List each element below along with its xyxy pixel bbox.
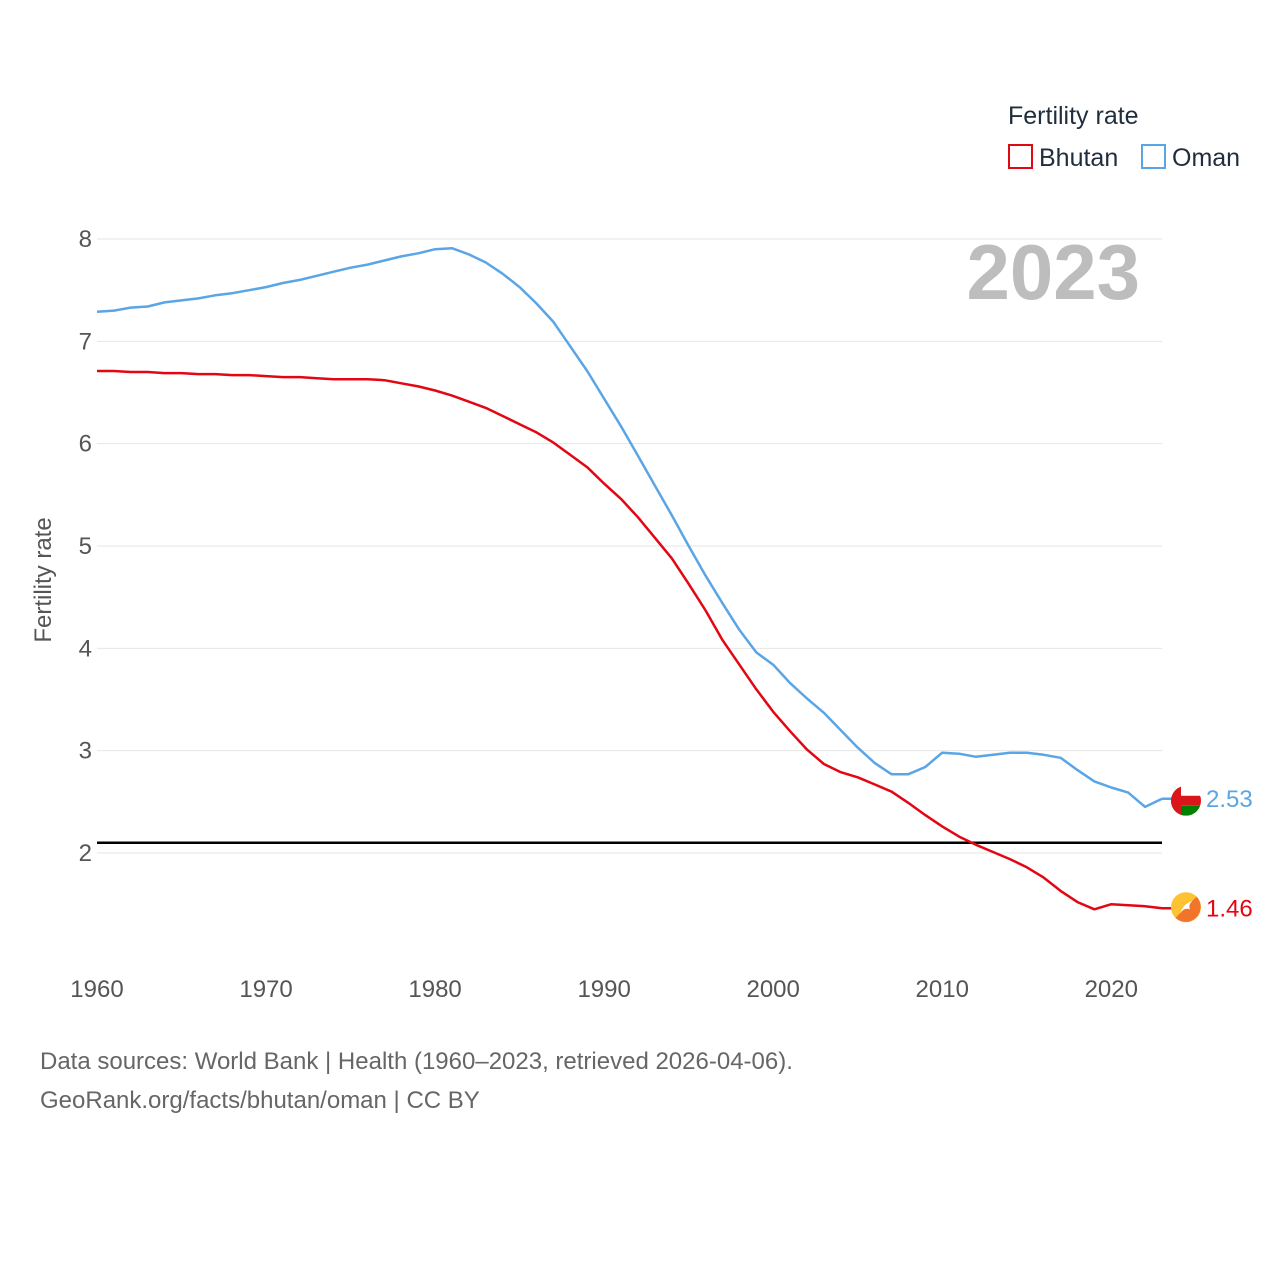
legend: Fertility rate Bhutan Oman [1008, 102, 1240, 172]
year-label: 2023 [966, 228, 1140, 316]
end-value-label-bhutan: 1.46 [1206, 895, 1253, 922]
bhutan-flag-icon [1171, 892, 1201, 923]
y-tick-label: 6 [79, 431, 92, 458]
oman-flag-body [1171, 785, 1201, 816]
data-source-text: Data sources: World Bank | Health (1960–… [40, 1048, 793, 1075]
series-lines [96, 246, 1163, 911]
y-tick-label: 2 [79, 840, 92, 867]
bhutan-flag-dragon [1180, 901, 1192, 914]
x-tick-label: 1970 [239, 976, 292, 1003]
legend-swatch-bhutan[interactable] [1008, 144, 1033, 169]
series-line-bhutan [97, 369, 1163, 911]
x-tick-label: 1990 [577, 976, 630, 1003]
oman-flag-white [1171, 785, 1201, 796]
oman-flag-green [1171, 805, 1201, 816]
x-tick-label: 1960 [70, 976, 123, 1003]
y-axis-ticks: 2 3 4 5 6 7 8 [79, 226, 92, 867]
credit-text: GeoRank.org/facts/bhutan/oman | CC BY [40, 1087, 480, 1114]
grid-lines [97, 238, 1162, 854]
end-markers: 1.46 2.53 [1162, 785, 1253, 923]
oman-flag-hoist [1171, 785, 1181, 816]
y-tick-label: 7 [79, 328, 92, 355]
end-value-label-oman: 2.53 [1206, 786, 1253, 813]
x-tick-label: 2000 [746, 976, 799, 1003]
legend-title: Fertility rate [1008, 102, 1139, 130]
x-tick-label: 2010 [916, 976, 969, 1003]
series-line-oman [96, 246, 1163, 809]
bhutan-flag-orange [1175, 896, 1201, 922]
legend-label-bhutan[interactable]: Bhutan [1039, 144, 1118, 172]
x-tick-label: 1980 [408, 976, 461, 1003]
oman-flag-icon [1171, 785, 1201, 816]
y-axis-label: Fertility rate [30, 517, 57, 642]
y-tick-label: 3 [79, 738, 92, 765]
x-axis-ticks: 1960 1970 1980 1990 2000 2010 2020 [70, 976, 1138, 1003]
y-tick-label: 8 [79, 226, 92, 253]
y-tick-label: 5 [79, 533, 92, 560]
x-tick-label: 2020 [1085, 976, 1138, 1003]
legend-label-oman[interactable]: Oman [1172, 144, 1240, 172]
footer: Data sources: World Bank | Health (1960–… [40, 1042, 793, 1120]
y-tick-label: 4 [79, 635, 92, 662]
oman-flag-red [1171, 795, 1201, 806]
legend-swatch-oman[interactable] [1141, 144, 1166, 169]
